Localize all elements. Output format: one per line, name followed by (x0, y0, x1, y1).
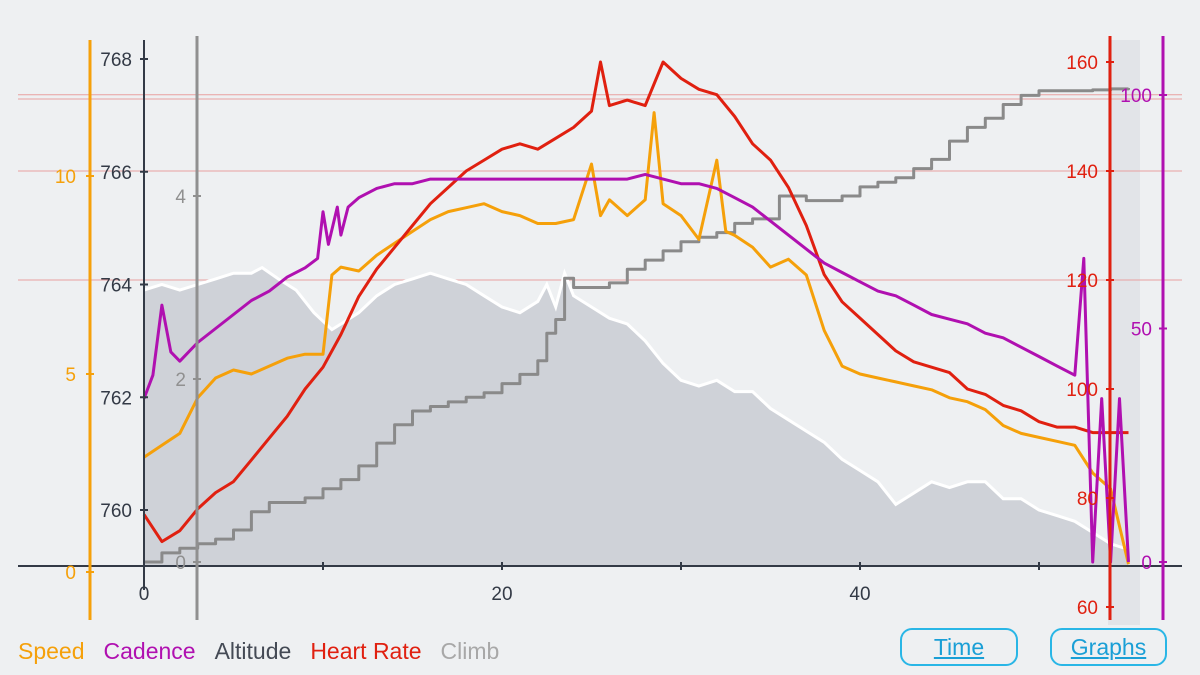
altitude-axis-label-768: 768 (100, 50, 132, 71)
speed-axis-label-0: 0 (65, 563, 76, 584)
chart-legend: Speed Cadence Altitude Heart Rate Climb (18, 638, 499, 665)
legend-climb: Climb (440, 638, 500, 664)
line-chart[interactable]: 0 20 40 0 5 10 760 762 764 766 768 0 2 4 60 80 100 120 140… (0, 0, 1200, 625)
climb-axis-label-0: 0 (175, 553, 186, 574)
heart-rate-axis-label-140: 140 (1066, 162, 1098, 183)
x-tick-label-20: 20 (491, 584, 512, 605)
speed-axis-label-5: 5 (65, 365, 76, 386)
time-button[interactable]: Time (900, 628, 1018, 666)
altitude-axis-label-762: 762 (100, 388, 132, 409)
speed-axis-label-10: 10 (55, 167, 76, 188)
cadence-line (142, 172, 1130, 564)
legend-cadence: Cadence (103, 638, 196, 664)
speed-line (143, 111, 1130, 565)
heart-rate-axis-label-160: 160 (1066, 53, 1098, 74)
altitude-axis-label-760: 760 (100, 501, 132, 522)
cadence-axis-label-0: 0 (1141, 553, 1152, 574)
graphs-button[interactable]: Graphs (1050, 628, 1167, 666)
heart-rate-axis-label-100: 100 (1066, 380, 1098, 401)
legend-speed: Speed (18, 638, 85, 664)
cadence-axis-label-100: 100 (1120, 86, 1152, 107)
x-tick-label-40: 40 (849, 584, 870, 605)
altitude-area (144, 267, 1129, 566)
climb-line (144, 87, 1130, 564)
legend-altitude: Altitude (214, 638, 292, 664)
heart-rate-axis-label-120: 120 (1066, 271, 1098, 292)
x-tick-label-0: 0 (139, 584, 150, 605)
altitude-line (143, 265, 1129, 551)
climb-axis-label-2: 2 (175, 370, 186, 391)
legend-heart-rate: Heart Rate (310, 638, 422, 664)
climb-axis-label-4: 4 (175, 187, 186, 208)
heart-rate-line (142, 60, 1129, 544)
cadence-axis-label-50: 50 (1131, 320, 1152, 341)
heart-rate-axis-label-60: 60 (1077, 598, 1098, 619)
altitude-axis-label-764: 764 (100, 276, 132, 297)
heart-rate-axis-label-80: 80 (1077, 489, 1098, 510)
altitude-axis-label-766: 766 (100, 163, 132, 184)
